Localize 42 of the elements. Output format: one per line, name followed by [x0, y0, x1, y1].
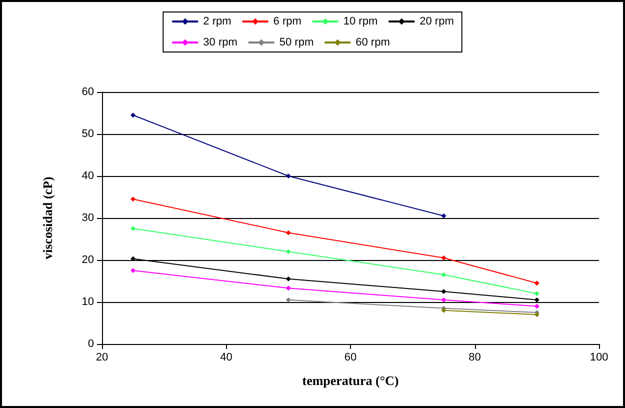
y-tick-label: 0	[88, 338, 94, 350]
point	[130, 196, 136, 202]
y-tick-label: 20	[82, 254, 94, 266]
legend-label: 6 rpm	[273, 16, 302, 28]
point	[534, 304, 540, 309]
legend-label: 30 rpm	[203, 36, 238, 48]
point	[130, 268, 136, 273]
point	[286, 297, 291, 302]
point	[130, 256, 136, 262]
point	[441, 255, 446, 260]
legend-label: 10 rpm	[343, 16, 378, 28]
point	[286, 174, 291, 178]
y-tick-label: 10	[82, 296, 94, 308]
y-tick-label: 30	[82, 212, 94, 224]
point	[534, 291, 540, 296]
point	[441, 213, 446, 218]
x-tick-label: 40	[220, 352, 232, 364]
y-tick-label: 60	[82, 86, 94, 98]
point	[441, 289, 446, 294]
y-axis-title: viscosidad (cP)	[40, 176, 55, 260]
legend-label: 2 rpm	[203, 16, 232, 28]
point	[286, 249, 291, 254]
y-tick-label: 40	[82, 170, 94, 182]
legend-label: 20 rpm	[420, 16, 454, 28]
x-tick-label: 80	[468, 352, 481, 364]
legend-label: 50 rpm	[279, 36, 314, 48]
point	[441, 297, 446, 302]
point	[286, 286, 291, 291]
point	[130, 226, 136, 231]
legend-label: 60 rpm	[356, 36, 390, 48]
point	[130, 112, 136, 118]
point	[534, 280, 540, 286]
point	[286, 230, 291, 236]
y-tick-label: 50	[82, 128, 94, 140]
point	[286, 276, 291, 282]
point	[534, 312, 540, 318]
point	[534, 297, 540, 302]
x-axis-title: temperatura (°C)	[302, 373, 399, 388]
x-tick-label: 20	[96, 352, 108, 364]
point	[441, 272, 446, 278]
x-tick-label: 100	[590, 352, 608, 364]
x-tick-label: 60	[344, 352, 357, 364]
